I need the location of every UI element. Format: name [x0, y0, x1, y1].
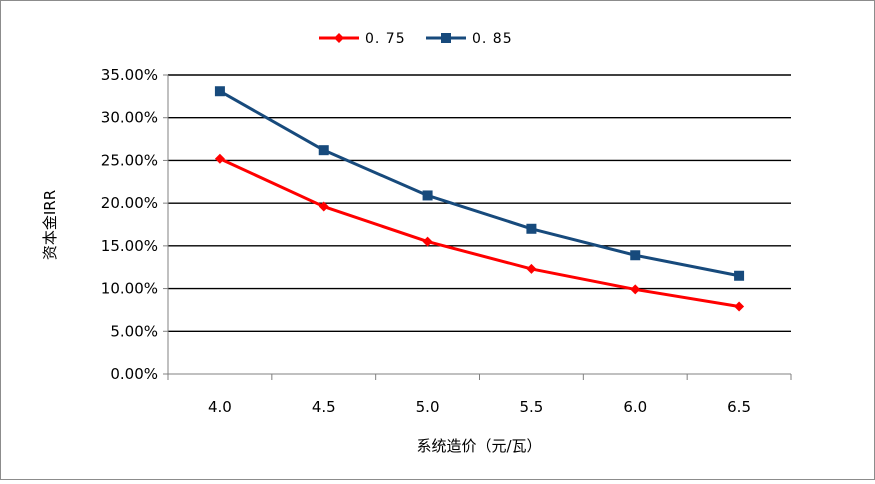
x-axis-title: 系统造价（元/瓦）: [416, 437, 541, 455]
data-point-diamond: [334, 33, 344, 43]
x-tick-label: 5.0: [416, 398, 440, 416]
data-point-square: [422, 190, 433, 201]
x-tick-label: 4.5: [312, 398, 336, 416]
y-tick-labels: 0.00% 5.00% 10.00% 15.00% 20.00% 25.00% 30.00%…: [101, 66, 158, 383]
data-point-square: [526, 223, 537, 234]
legend-item-1: 0. 85: [426, 31, 513, 47]
data-point-diamond: [214, 153, 225, 164]
series-0: [214, 153, 745, 312]
y-tick-label: 10.00%: [101, 280, 158, 298]
data-point-square: [214, 86, 225, 97]
y-tick-label: 20.00%: [101, 194, 158, 212]
y-tick-label: 35.00%: [101, 66, 158, 84]
data-point-diamond: [526, 263, 537, 274]
x-tick-label: 5.5: [519, 398, 543, 416]
data-point-diamond: [318, 201, 329, 212]
x-tick-labels: 4.0 4.5 5.0 5.5 6.0 6.5: [208, 398, 751, 416]
data-point-square: [441, 33, 451, 43]
y-tick-label: 15.00%: [101, 237, 158, 255]
x-tick-label: 6.0: [623, 398, 647, 416]
legend-label: 0. 75: [365, 31, 406, 47]
x-tick-label: 6.5: [727, 398, 751, 416]
gridlines: [168, 74, 791, 332]
series-line: [219, 89, 740, 278]
data-point-square: [318, 145, 329, 156]
legend: 0. 75 0. 85: [319, 31, 513, 47]
y-tick-label: 0.00%: [110, 365, 158, 383]
series-line: [219, 157, 740, 308]
series-1: [214, 86, 745, 281]
data-point-diamond: [630, 284, 641, 295]
y-axis-title: 资本金IRR: [41, 190, 59, 260]
data-point-square: [630, 250, 641, 261]
y-tick-label: 30.00%: [101, 109, 158, 127]
legend-label: 0. 85: [472, 31, 513, 47]
y-tick-label: 5.00%: [110, 322, 158, 340]
legend-item-0: 0. 75: [319, 31, 406, 47]
data-point-diamond: [422, 236, 433, 247]
data-point-square: [734, 270, 745, 281]
y-tick-label: 25.00%: [101, 151, 158, 169]
x-tick-label: 4.0: [208, 398, 232, 416]
axes: [163, 74, 792, 380]
data-point-diamond: [734, 301, 745, 312]
series-lines: [214, 86, 745, 312]
